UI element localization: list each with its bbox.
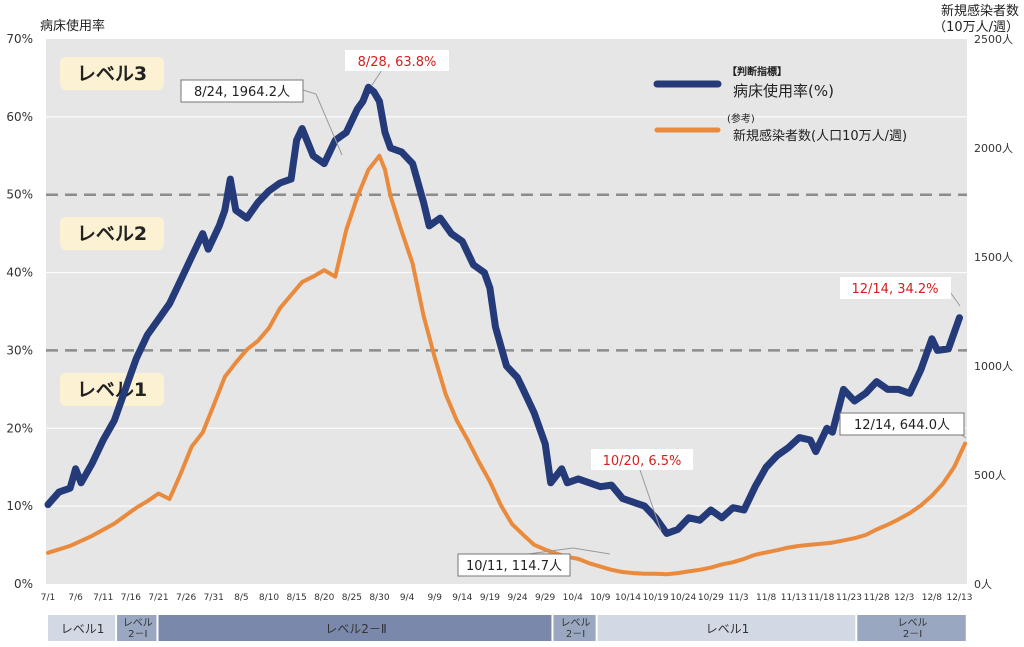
annotation-low-cases: 10/11, 114.7人 (457, 553, 571, 577)
left-tick-label: 10% (6, 499, 33, 513)
zone-badge-level2: レベル2 (60, 217, 164, 250)
x-tick-label: 12/8 (922, 593, 942, 603)
right-tick-label: 2000人 (974, 142, 1013, 155)
x-axis-ticks: 7/1 7/6 7/11 7/16 7/21 7/26 7/31 8/5 8/10 8/15 8/2… (41, 593, 973, 603)
right-tick-label: 2500人 (974, 33, 1013, 46)
x-tick-label: 9/14 (452, 593, 472, 603)
zone-badge-level3: レベル3 (60, 57, 164, 90)
x-tick-label: 10/4 (563, 593, 583, 603)
right-axis-title-line1: 新規感染者数 (941, 3, 1019, 19)
level-segment-label: レベル2－Ⅱ (325, 622, 387, 636)
threshold-lines (46, 193, 967, 352)
legend-label-new-cases: 新規感染者数(人口10万人/週) (733, 128, 907, 144)
x-tick-label: 7/11 (93, 593, 113, 603)
annotation-latest-bed-text: 12/14, 34.2% (851, 282, 938, 297)
x-tick-label: 7/16 (121, 593, 141, 603)
left-tick-label: 40% (6, 266, 33, 280)
x-tick-label: 9/9 (427, 593, 442, 603)
x-tick-label: 7/21 (148, 593, 168, 603)
right-axis-ticks: 0人 500人 1000人 1500人 2000人 2500人 (974, 33, 1013, 591)
level-segment: レベル 2－Ⅰ (857, 615, 966, 641)
annotation-low-cases-text: 10/11, 114.7人 (466, 559, 562, 574)
level-segment-label: レベル 2－Ⅰ (561, 617, 591, 640)
level-segment: レベル1 (597, 615, 856, 641)
x-tick-label: 9/4 (400, 593, 415, 603)
level-segment: レベル2－Ⅱ (158, 615, 552, 641)
x-tick-label: 11/8 (756, 593, 776, 603)
annotation-peak-bed: 8/28, 63.8% (345, 50, 449, 71)
left-tick-label: 20% (6, 421, 33, 435)
x-tick-label: 12/3 (894, 593, 914, 603)
x-tick-label: 10/19 (643, 593, 669, 603)
x-tick-label: 11/28 (864, 593, 890, 603)
zone-badge-level1: レベル1 (60, 373, 164, 406)
legend: 【判断指標】 病床使用率(%) (参考) 新規感染者数(人口10万人/週) (653, 65, 907, 144)
series-line-new-cases (46, 153, 967, 577)
level-segment: レベル1 (48, 615, 116, 641)
x-tick-label: 7/6 (68, 593, 83, 603)
annotation-latest-cases-text: 12/14, 644.0人 (854, 418, 950, 433)
x-tick-label: 9/29 (535, 593, 555, 603)
x-tick-label: 7/26 (176, 593, 196, 603)
x-tick-label: 12/13 (947, 593, 973, 603)
x-tick-label: 7/1 (41, 593, 55, 603)
right-tick-label: 0人 (974, 578, 992, 591)
x-tick-label: 8/5 (234, 593, 248, 603)
annotation-peak-bed-text: 8/28, 63.8% (358, 55, 437, 70)
annotation-low-bed: 10/20, 6.5% (591, 449, 693, 470)
x-tick-label: 8/15 (286, 593, 306, 603)
series-line-bed-usage (44, 83, 963, 537)
plot-area (46, 39, 967, 584)
left-tick-label: 50% (6, 188, 33, 202)
x-tick-label: 11/13 (781, 593, 807, 603)
left-axis-ticks: 0% 10% 20% 30% 40% 50% 60% 70% (6, 32, 33, 591)
grid-lines (46, 116, 967, 507)
legend-tag-new-cases: (参考) (727, 112, 755, 125)
x-tick-label: 11/23 (836, 593, 862, 603)
annotation-latest-cases: 12/14, 644.0人 (839, 412, 965, 436)
level-segment-label: レベル1 (706, 622, 750, 636)
x-tick-label: 10/14 (615, 593, 641, 603)
level-strip: レベル1 レベル 2－Ⅰ レベル2－Ⅱ レベル 2－Ⅰ レベル1 レベル 2－Ⅰ (48, 615, 966, 641)
level-segment-label: レベル 2－Ⅰ (898, 617, 928, 640)
x-tick-label: 10/29 (698, 593, 724, 603)
zone-badge-level3-label: レベル3 (77, 63, 147, 85)
x-tick-label: 10/24 (670, 593, 696, 603)
left-tick-label: 0% (14, 577, 33, 591)
zone-badge-level1-label: レベル1 (77, 379, 147, 401)
x-tick-label: 11/18 (808, 593, 834, 603)
right-tick-label: 1500人 (974, 251, 1013, 264)
x-tick-label: 11/3 (728, 593, 748, 603)
x-tick-label: 8/30 (369, 593, 389, 603)
left-tick-label: 60% (6, 110, 33, 124)
left-tick-label: 70% (6, 32, 33, 46)
right-tick-label: 1000人 (974, 360, 1013, 373)
annotation-low-bed-text: 10/20, 6.5% (603, 454, 682, 469)
right-tick-label: 500人 (974, 469, 1006, 482)
annotation-peak-cases-text: 8/24, 1964.2人 (194, 85, 290, 100)
x-tick-label: 8/20 (314, 593, 334, 603)
legend-label-bed-usage: 病床使用率(%) (733, 82, 834, 100)
level-segment-label: レベル 2－Ⅰ (123, 617, 153, 640)
level-segment: レベル 2－Ⅰ (117, 615, 157, 641)
right-axis-title-line2: （10万人/週） (933, 20, 1019, 35)
x-tick-label: 9/24 (507, 593, 527, 603)
x-tick-label: 7/31 (204, 593, 224, 603)
zone-badge-level2-label: レベル2 (77, 223, 147, 245)
left-tick-label: 30% (6, 343, 33, 357)
annotation-latest-bed: 12/14, 34.2% (840, 277, 951, 299)
level-segment: レベル 2－Ⅰ (553, 615, 596, 641)
x-tick-label: 9/19 (480, 593, 500, 603)
x-tick-label: 8/10 (259, 593, 279, 603)
annotation-peak-cases: 8/24, 1964.2人 (180, 79, 304, 103)
x-tick-label: 10/9 (590, 593, 610, 603)
left-axis-title: 病床使用率 (40, 18, 105, 34)
x-tick-label: 8/25 (342, 593, 362, 603)
level-segment-label: レベル1 (61, 622, 105, 636)
legend-tag-bed-usage: 【判断指標】 (727, 65, 787, 78)
